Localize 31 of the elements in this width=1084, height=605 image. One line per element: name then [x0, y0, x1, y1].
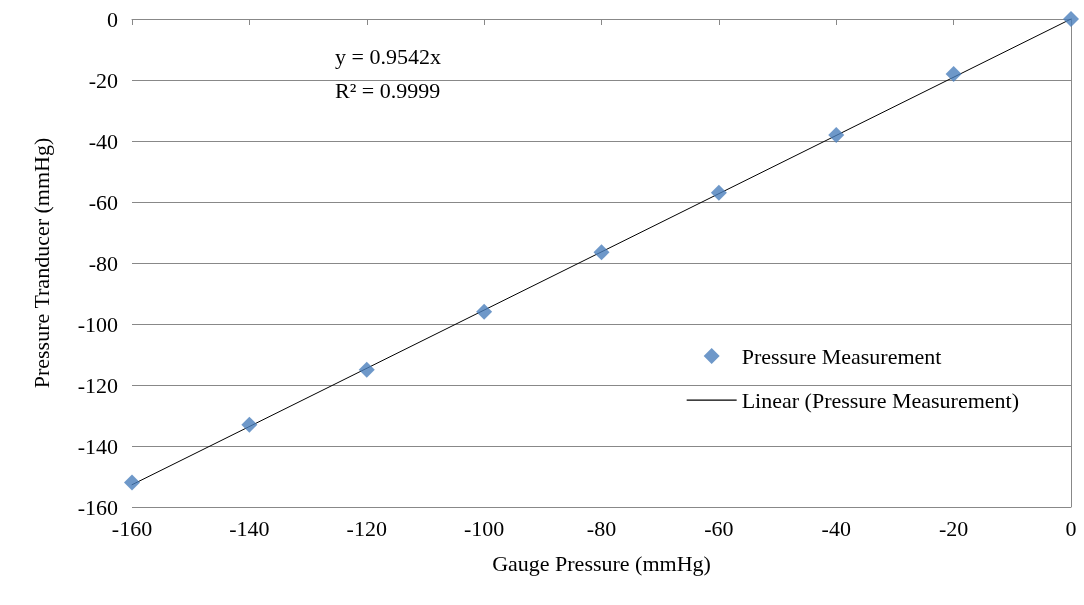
- point: [241, 416, 258, 433]
- y-axis-title: Pressure Tranducer (mmHg): [28, 137, 54, 389]
- legend-label: Pressure Measurement: [741, 343, 942, 369]
- x-tick-label: -120: [346, 515, 387, 541]
- x-tick-label: -40: [821, 515, 851, 541]
- annotation: y = 0.9542x: [335, 43, 441, 69]
- x-axis-title: Gauge Pressure (mmHg): [492, 550, 711, 576]
- y-tick-label: -120: [77, 372, 118, 398]
- x-tick-label: -100: [463, 515, 505, 541]
- y-tick-label: -80: [88, 250, 118, 276]
- x-tick-label: -140: [229, 515, 270, 541]
- point: [710, 184, 727, 201]
- x-tick-label: -60: [704, 515, 734, 541]
- point: [124, 474, 140, 491]
- point: [358, 361, 375, 378]
- x-tick-label: 0: [1065, 515, 1077, 541]
- point: [1063, 11, 1079, 27]
- legend-label: Linear (Pressure Measurement): [741, 387, 1020, 413]
- y-tick-label: -140: [77, 433, 118, 459]
- point: [476, 303, 493, 320]
- annotation: R² = 0.9999: [335, 77, 441, 103]
- point: [828, 126, 845, 143]
- y-tick-label: 0: [107, 6, 118, 32]
- y-tick-label: -40: [88, 128, 118, 154]
- x-tick-label: -80: [586, 515, 617, 541]
- point: [593, 244, 610, 261]
- y-tick-label: -60: [88, 189, 118, 215]
- y-tick-label: -20: [88, 67, 118, 93]
- y-tick-label: -100: [77, 311, 118, 337]
- x-tick-label: -20: [938, 515, 969, 541]
- point: [945, 65, 962, 82]
